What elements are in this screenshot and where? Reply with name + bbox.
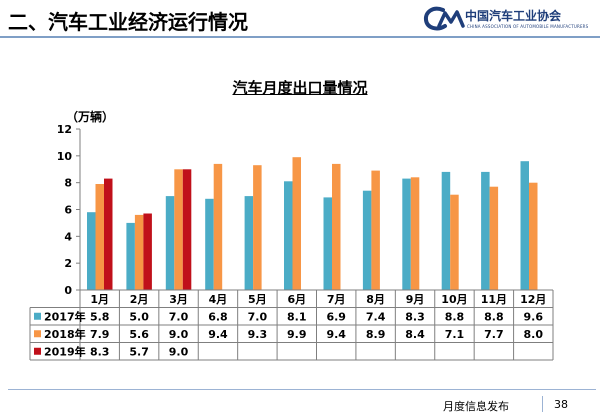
data-label: 7.1 <box>445 328 465 341</box>
category-label: 3月 <box>169 293 188 306</box>
bar-2017年-10月 <box>441 171 451 290</box>
data-label: 8.0 <box>524 328 544 341</box>
bar-2019年-2月 <box>143 213 152 290</box>
data-label: 7.0 <box>248 310 268 323</box>
bar-2017年-8月 <box>362 190 372 290</box>
caam-logo-mark-icon <box>423 6 465 31</box>
bar-2018年-6月 <box>292 157 301 290</box>
data-label: 9.3 <box>248 328 268 341</box>
category-label: 5月 <box>248 293 267 306</box>
data-label: 9.0 <box>169 345 189 358</box>
y-tick-label: 10 <box>57 150 73 163</box>
category-label: 10月 <box>441 293 467 306</box>
y-tick-label: 4 <box>64 230 72 243</box>
bar-2018年-9月 <box>410 177 420 290</box>
bar-2017年-3月 <box>165 196 175 290</box>
y-tick-label: 2 <box>64 257 72 270</box>
footer-divider <box>8 389 596 390</box>
page-title: 二、汽车工业经济运行情况 <box>8 10 248 34</box>
series-label-2018年: 2018年 <box>44 327 86 341</box>
bar-2018年-11月 <box>489 186 499 290</box>
category-label: 9月 <box>406 293 425 306</box>
data-label: 8.8 <box>484 310 504 323</box>
bar-2019年-1月 <box>104 178 113 290</box>
data-label: 8.3 <box>405 310 425 323</box>
data-label: 9.4 <box>208 328 228 341</box>
data-label: 6.8 <box>208 310 228 323</box>
category-label: 1月 <box>90 293 109 306</box>
caam-logo: 中国汽车工业协会 CHINA ASSOCIATION OF AUTOMOBILE… <box>423 4 593 34</box>
data-label: 9.6 <box>524 310 544 323</box>
category-label: 7月 <box>327 293 346 306</box>
y-axis-unit: （万辆） <box>66 110 115 124</box>
category-label: 12月 <box>520 293 546 306</box>
data-label: 6.9 <box>326 310 346 323</box>
data-label: 7.0 <box>169 310 189 323</box>
footer-text: 月度信息发布 <box>443 400 509 413</box>
legend-key-2018年 <box>34 330 41 338</box>
data-label: 7.9 <box>90 328 110 341</box>
series-label-2017年: 2017年 <box>44 309 86 323</box>
category-label: 2月 <box>130 293 149 306</box>
header-divider <box>0 36 600 38</box>
bar-2018年-8月 <box>371 170 380 290</box>
y-tick-label: 12 <box>57 123 72 136</box>
bar-2017年-11月 <box>481 171 490 290</box>
bar-2018年-2月 <box>134 214 144 290</box>
data-label: 9.9 <box>287 328 307 341</box>
data-label: 7.4 <box>366 310 386 323</box>
footer-separator <box>542 396 543 412</box>
data-label: 8.1 <box>287 310 307 323</box>
bar-2018年-5月 <box>253 165 262 290</box>
data-label: 5.6 <box>129 328 149 341</box>
data-label: 5.8 <box>90 310 110 323</box>
data-label: 8.8 <box>445 310 465 323</box>
series-label-2019年: 2019年 <box>44 344 86 358</box>
data-label: 5.0 <box>129 310 149 323</box>
bar-2017年-1月 <box>87 212 96 290</box>
chart-title: 汽车月度出口量情况 <box>232 79 368 97</box>
category-label: 4月 <box>209 293 228 306</box>
category-label: 6月 <box>287 293 306 306</box>
bar-2017年-5月 <box>244 196 254 290</box>
bar-2018年-10月 <box>450 194 459 290</box>
data-label: 5.7 <box>129 345 149 358</box>
category-label: 11月 <box>481 293 507 306</box>
bar-2017年-12月 <box>520 161 529 290</box>
y-tick-label: 6 <box>64 204 72 217</box>
bar-2019年-3月 <box>182 169 192 291</box>
data-label: 8.3 <box>90 345 110 358</box>
legend-key-2019年 <box>34 347 41 355</box>
y-tick-label: 8 <box>64 177 72 190</box>
bar-2018年-3月 <box>174 169 183 291</box>
data-label: 7.7 <box>484 328 504 341</box>
data-label: 8.9 <box>366 328 386 341</box>
bar-2017年-4月 <box>205 198 214 290</box>
bar-2018年-7月 <box>332 163 341 290</box>
y-tick-label: 0 <box>64 284 72 297</box>
data-label: 9.0 <box>169 328 189 341</box>
logo-name: 中国汽车工业协会 <box>465 9 562 23</box>
logo-subtitle: CHINA ASSOCIATION OF AUTOMOBILE MANUFACT… <box>467 24 589 29</box>
bar-2018年-1月 <box>95 184 104 290</box>
category-label: 8月 <box>366 293 385 306</box>
bar-2017年-6月 <box>284 181 293 290</box>
bar-2017年-7月 <box>323 197 332 290</box>
bar-2017年-9月 <box>402 178 411 290</box>
data-label: 8.4 <box>405 328 425 341</box>
page-number: 38 <box>554 398 568 411</box>
bar-2018年-12月 <box>529 182 538 290</box>
bar-2018年-4月 <box>213 163 223 290</box>
legend-key-2017年 <box>34 312 41 320</box>
bar-2017年-2月 <box>126 222 135 290</box>
data-label: 9.4 <box>326 328 346 341</box>
